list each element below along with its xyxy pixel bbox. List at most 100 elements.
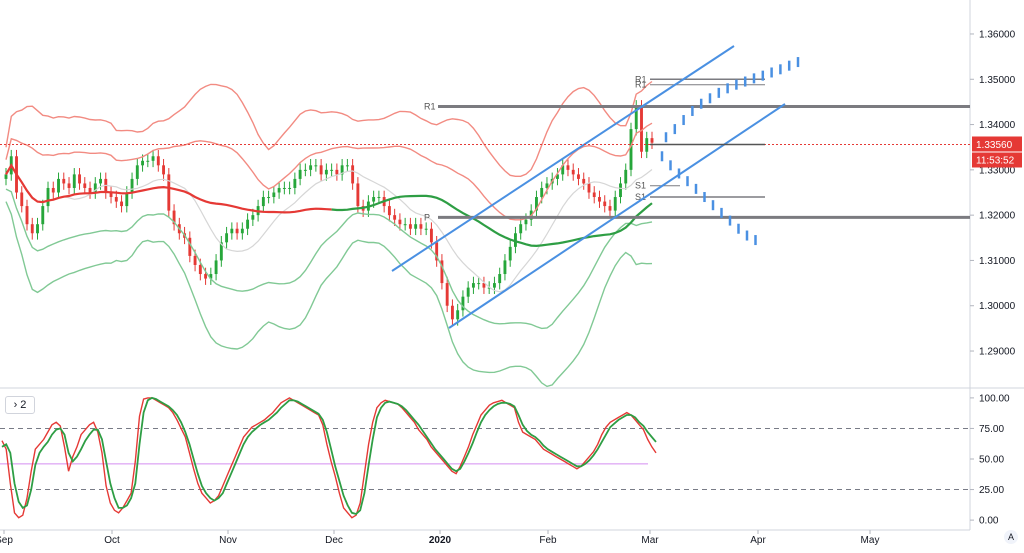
- candle-body: [429, 228, 433, 243]
- pivot-label-r1: R1: [424, 101, 436, 111]
- candle-body: [230, 228, 234, 234]
- candle-body: [188, 237, 192, 256]
- time-tick-label: Nov: [219, 535, 237, 546]
- candle-body: [309, 165, 313, 170]
- candle-body: [93, 183, 97, 193]
- pivot-label-r1: R1: [635, 80, 647, 90]
- candle-body: [319, 165, 323, 175]
- candle-body: [204, 274, 208, 279]
- candle-body: [78, 174, 81, 184]
- candle-body: [151, 156, 155, 161]
- candle-body: [235, 228, 239, 234]
- candle-body: [419, 224, 423, 229]
- candle-body: [30, 224, 34, 234]
- candle-body: [424, 228, 428, 230]
- candle-body: [498, 274, 502, 284]
- candle-body: [51, 187, 55, 193]
- candle-body: [487, 287, 491, 289]
- candle-body: [340, 165, 344, 175]
- candle-body: [587, 183, 591, 193]
- candle-body: [125, 192, 129, 207]
- candle-body: [41, 206, 45, 225]
- pivot-label-s1: S1: [635, 192, 646, 202]
- candle-body: [466, 287, 470, 297]
- time-tick-label: Feb: [539, 535, 557, 546]
- candle-body: [351, 165, 355, 184]
- candle-body: [4, 174, 8, 179]
- osc-tick-label: 25.00: [979, 485, 1004, 496]
- moving-average-red: [5, 163, 332, 214]
- auto-scale-button[interactable]: A: [1004, 530, 1018, 544]
- price-tick-label: 1.35000: [979, 75, 1016, 86]
- candle-body: [193, 255, 197, 265]
- bollinger-red-inner: [5, 122, 653, 221]
- last-price-badge: [972, 136, 1022, 152]
- price-tick-label: 1.30000: [979, 301, 1016, 312]
- candle-body: [267, 197, 271, 199]
- price-tick-label: 1.33000: [979, 165, 1016, 176]
- candle-body: [57, 178, 60, 193]
- pivot-label-p: P: [424, 212, 430, 222]
- candle-body: [83, 183, 87, 188]
- bollinger-red-upper: [5, 80, 653, 177]
- pivot-label-s1: S1: [635, 181, 646, 191]
- candle-body: [162, 165, 166, 175]
- last-price-value: 1.33560: [976, 140, 1013, 151]
- candle-body: [46, 187, 50, 207]
- candle-body: [577, 174, 580, 179]
- candle-body: [561, 165, 565, 175]
- candle-body: [120, 201, 123, 207]
- osc-tick-label: 0.00: [979, 516, 999, 527]
- candle-body: [261, 197, 265, 207]
- candle-body: [130, 178, 134, 193]
- price-tick-label: 1.29000: [979, 347, 1016, 358]
- candle-body: [303, 169, 307, 171]
- osc-series-green: [1, 396, 657, 516]
- osc-series-red: [1, 397, 657, 519]
- candle-body: [20, 192, 24, 207]
- candle-body: [540, 187, 544, 198]
- candle-body: [582, 178, 586, 184]
- countdown-value: 11:53:52: [976, 155, 1015, 166]
- candle-body: [25, 206, 29, 225]
- candle-body: [393, 215, 397, 220]
- moving-average-grey: [5, 164, 653, 293]
- candle-body: [519, 224, 523, 234]
- candle-body: [214, 260, 218, 275]
- candle-body: [288, 187, 292, 189]
- candle-body: [345, 165, 349, 167]
- candle-body: [403, 224, 407, 226]
- candle-body: [435, 242, 439, 261]
- candle-body: [219, 242, 223, 261]
- candle-body: [461, 296, 465, 311]
- candle-body: [356, 183, 360, 207]
- candle-body: [634, 106, 638, 130]
- pane-collapse-button[interactable]: › 2: [5, 396, 35, 414]
- candle-body: [109, 192, 113, 198]
- candle-body: [408, 224, 412, 229]
- candle-body: [198, 264, 202, 275]
- candle-body: [571, 169, 575, 175]
- price-tick-label: 1.34000: [979, 120, 1016, 131]
- pivot-label-r1: R1: [635, 74, 647, 84]
- candle-body: [477, 283, 481, 285]
- candle-body: [135, 165, 139, 179]
- candle-body: [545, 183, 549, 188]
- channel-upper-line: [391, 45, 735, 272]
- candle-body: [209, 274, 213, 279]
- candle-body: [524, 219, 528, 225]
- candle-body: [88, 187, 92, 193]
- candle-body: [293, 178, 297, 188]
- osc-tick-label: 50.00: [979, 455, 1004, 466]
- candle-body: [167, 174, 171, 211]
- osc-tick-label: 75.00: [979, 424, 1004, 435]
- candle-body: [141, 160, 144, 166]
- channel-lower-line: [448, 103, 786, 329]
- candle-body: [450, 305, 454, 320]
- candle-body: [592, 192, 596, 198]
- moving-average-green: [331, 194, 653, 248]
- time-tick-label: Sep: [0, 535, 13, 546]
- candle-body: [298, 169, 302, 179]
